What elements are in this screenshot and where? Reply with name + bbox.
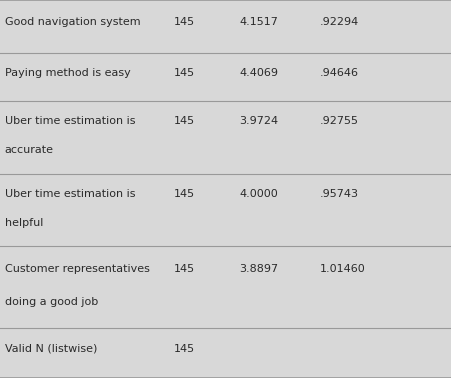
Text: 145: 145 [174,344,195,354]
Text: 3.8897: 3.8897 [239,264,278,274]
Text: 4.1517: 4.1517 [239,17,278,27]
Text: .94646: .94646 [320,68,359,78]
Text: Paying method is easy: Paying method is easy [5,68,130,78]
Bar [0,0,451,53]
Text: 145: 145 [174,116,195,127]
Text: 145: 145 [174,17,195,27]
Text: doing a good job: doing a good job [5,297,98,307]
Text: 3.9724: 3.9724 [239,116,278,127]
Bar [0,328,451,378]
Text: 1.01460: 1.01460 [320,264,366,274]
Text: helpful: helpful [5,218,43,228]
Text: 145: 145 [174,264,195,274]
Text: Valid N (listwise): Valid N (listwise) [5,344,97,354]
Text: Customer representatives: Customer representatives [5,264,149,274]
Text: 4.4069: 4.4069 [239,68,278,78]
Text: 145: 145 [174,68,195,78]
Text: 145: 145 [174,189,195,199]
Text: .92755: .92755 [320,116,359,127]
Bar [0,53,451,101]
Text: Uber time estimation is: Uber time estimation is [5,189,135,199]
Text: 4.0000: 4.0000 [239,189,278,199]
Bar [0,246,451,328]
Text: .95743: .95743 [320,189,359,199]
Text: Uber time estimation is: Uber time estimation is [5,116,135,127]
Text: accurate: accurate [5,146,54,155]
Bar [0,174,451,246]
Text: Good navigation system: Good navigation system [5,17,140,27]
Text: .92294: .92294 [320,17,359,27]
Bar [0,101,451,174]
